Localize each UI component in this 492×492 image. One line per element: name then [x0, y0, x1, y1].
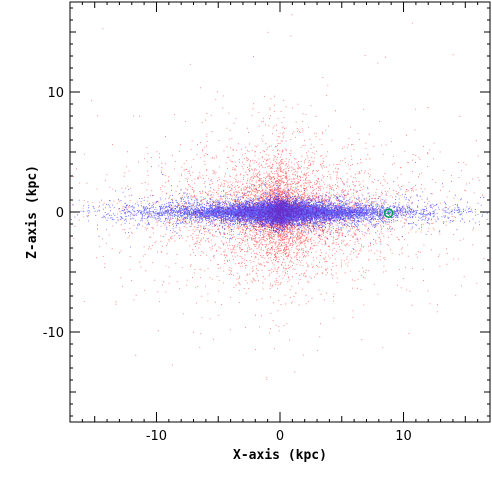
sun-marker-dot [387, 212, 390, 215]
sun-marker [383, 208, 394, 218]
scatter-series-red [72, 14, 489, 380]
x-tick-label: 10 [395, 429, 412, 444]
y-tick-label: 10 [47, 86, 64, 101]
y-tick-label: 0 [56, 206, 64, 221]
ticks [69, 2, 491, 422]
scatter-series-blue [71, 162, 490, 257]
x-axis-title: X-axis (kpc) [233, 448, 327, 463]
y-tick-label: -10 [43, 326, 64, 341]
x-tick-label: 0 [276, 429, 284, 444]
x-tick-label: -10 [146, 429, 167, 444]
y-axis-title: Z-axis (kpc) [25, 165, 40, 259]
